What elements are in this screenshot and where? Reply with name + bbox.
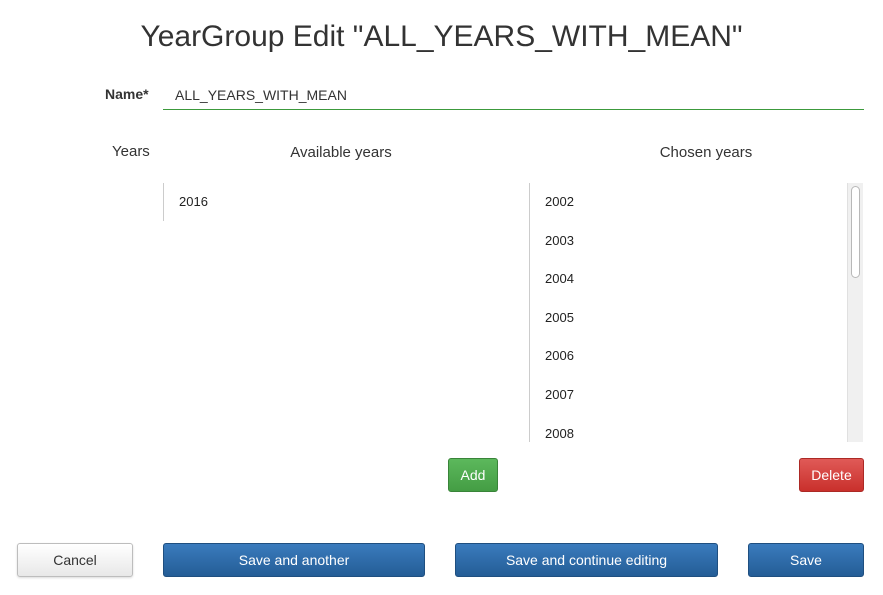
chosen-years-list[interactable]: 2002 2003 2004 2005 2006 2007 2008	[529, 183, 848, 442]
delete-year-button[interactable]: Delete	[799, 458, 864, 492]
chosen-year-item[interactable]: 2005	[545, 309, 574, 325]
page-title: YearGroup Edit "ALL_YEARS_WITH_MEAN"	[140, 20, 743, 53]
name-input[interactable]	[163, 80, 864, 110]
chosen-year-item[interactable]: 2003	[545, 232, 574, 248]
years-label: Years	[112, 143, 150, 160]
chosen-years-header: Chosen years	[659, 144, 753, 161]
chosen-year-item[interactable]: 2008	[545, 425, 574, 441]
chosen-year-item[interactable]: 2007	[545, 386, 574, 402]
available-years-list[interactable]: 2016	[163, 183, 520, 221]
save-and-another-button[interactable]: Save and another	[163, 543, 425, 577]
name-label: Name*	[105, 86, 149, 102]
save-and-continue-button[interactable]: Save and continue editing	[455, 543, 718, 577]
scrollbar-thumb[interactable]	[851, 186, 860, 278]
chosen-years-scrollbar[interactable]	[847, 183, 863, 442]
chosen-year-item[interactable]: 2004	[545, 271, 574, 287]
cancel-button[interactable]: Cancel	[17, 543, 133, 577]
add-year-button[interactable]: Add	[448, 458, 498, 492]
chosen-year-item[interactable]: 2006	[545, 348, 574, 364]
available-year-item[interactable]: 2016	[179, 194, 208, 209]
save-button[interactable]: Save	[748, 543, 864, 577]
available-years-header: Available years	[290, 144, 392, 161]
chosen-year-item[interactable]: 2002	[545, 194, 574, 209]
